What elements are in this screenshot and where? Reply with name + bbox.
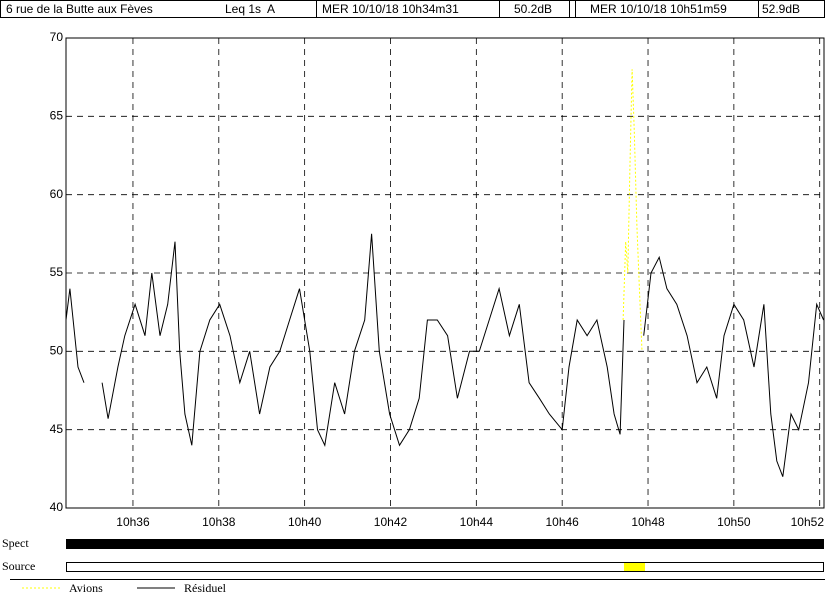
x-tick-label: 10h44 [460, 515, 494, 529]
location: 6 rue de la Butte aux Fèves [6, 2, 153, 16]
x-tick-label: 10h36 [116, 515, 150, 529]
source-event [623, 563, 646, 571]
legend-label: Résiduel [184, 581, 227, 594]
index: Leq 1s A [225, 2, 275, 16]
y-tick-label: 55 [50, 265, 64, 279]
spect-bar [66, 539, 824, 549]
end-level: 52.9dB [762, 2, 800, 16]
x-tick-label: 10h52 [791, 515, 825, 529]
x-tick-label: 10h50 [717, 515, 751, 529]
header-cell [499, 0, 570, 18]
row-label: Source [2, 559, 35, 573]
y-tick-label: 45 [50, 422, 64, 436]
x-tick-label: 10h42 [374, 515, 408, 529]
series-line [65, 233, 825, 477]
row-label: Spect [2, 536, 29, 550]
y-tick-label: 65 [50, 109, 64, 123]
x-tick-label: 10h38 [202, 515, 236, 529]
x-tick-label: 10h40 [288, 515, 322, 529]
series-line [622, 69, 643, 352]
start-level: 50.2dB [514, 2, 552, 16]
start-time: MER 10/10/18 10h34m31 [322, 2, 459, 16]
x-tick-label: 10h46 [545, 515, 579, 529]
x-tick-label: 10h48 [631, 515, 665, 529]
legend-label: Avions [69, 581, 103, 594]
end-time: MER 10/10/18 10h51m59 [590, 2, 727, 16]
y-tick-label: 60 [50, 187, 64, 201]
y-tick-label: 40 [50, 500, 64, 514]
y-tick-label: 50 [50, 344, 64, 358]
y-tick-label: 70 [50, 30, 64, 44]
source-bar [66, 562, 824, 572]
